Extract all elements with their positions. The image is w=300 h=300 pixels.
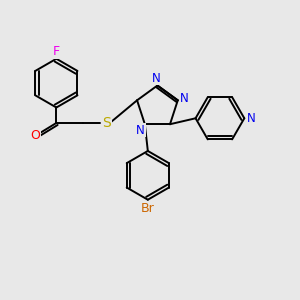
Text: F: F bbox=[53, 45, 60, 58]
Text: N: N bbox=[136, 124, 145, 137]
Text: N: N bbox=[152, 72, 161, 85]
Text: N: N bbox=[247, 112, 255, 125]
Text: Br: Br bbox=[141, 202, 155, 214]
Text: O: O bbox=[30, 129, 40, 142]
Text: N: N bbox=[180, 92, 189, 105]
Text: S: S bbox=[102, 116, 111, 130]
